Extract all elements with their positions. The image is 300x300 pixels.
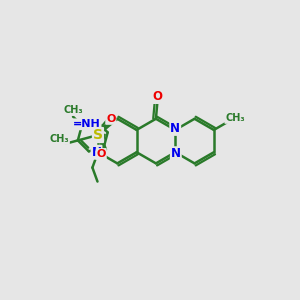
Text: O: O: [97, 149, 106, 159]
Text: CH₃: CH₃: [225, 113, 245, 123]
Text: S: S: [93, 128, 103, 142]
Text: =NH: =NH: [73, 119, 100, 129]
Text: CH₃: CH₃: [63, 105, 83, 115]
Text: O: O: [106, 114, 116, 124]
Text: N: N: [170, 122, 180, 135]
Text: O: O: [152, 90, 162, 103]
Text: CH₃: CH₃: [50, 134, 69, 144]
Text: N: N: [171, 147, 181, 160]
Text: N: N: [92, 146, 101, 159]
